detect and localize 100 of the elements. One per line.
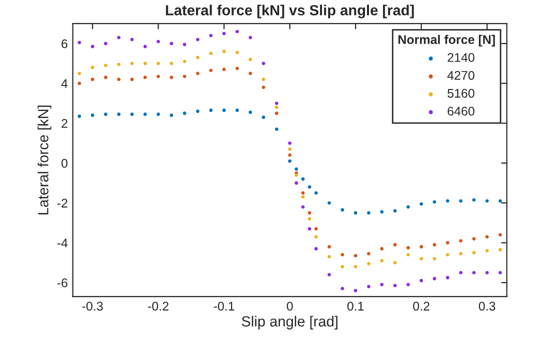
point [156,74,160,78]
point [485,270,489,274]
y-tick-label: 2 [62,119,68,128]
point [308,227,312,231]
point [209,108,213,112]
point [340,264,344,268]
point [354,254,358,258]
point [459,252,462,256]
point [459,199,462,203]
point [288,159,292,163]
point [393,209,397,213]
point [354,288,358,292]
point [274,102,278,105]
point [170,62,174,66]
x-tick-label: -0.2 [148,302,168,311]
point [446,241,450,244]
y-axis-title: Lateral force [kN] [38,106,52,214]
point [104,112,108,116]
legend-title: Normal force [N] [398,34,495,46]
point [143,76,147,80]
point [248,72,252,76]
x-tick-label: 0.1 [347,302,364,311]
x-tick-label: 0 [286,302,293,311]
point [90,78,94,82]
point [380,247,384,250]
point [432,200,436,204]
point [328,272,331,276]
point [222,68,226,72]
point [314,227,318,231]
point [393,243,397,246]
point [380,210,384,214]
x-axis-title: Slip angle [rad] [242,316,338,330]
point [485,199,489,203]
point [485,235,489,238]
point [472,198,476,202]
point [420,257,424,260]
y-tick-label: 0 [61,158,68,168]
point [432,276,436,280]
point [156,112,160,116]
point [485,249,489,252]
point [117,78,121,82]
y-tick-label: 4 [61,79,68,88]
point [182,112,186,115]
point [472,237,476,240]
point [104,76,108,80]
point [406,205,410,209]
point [498,199,502,203]
point [406,253,410,256]
point [420,202,424,206]
point [209,34,213,38]
point [170,114,174,117]
point [235,30,239,34]
x-tick-label: 0.2 [413,302,430,311]
legend-label: 5160 [448,88,474,98]
x-tick-label: -0.3 [82,302,103,311]
point [262,116,266,119]
point [472,270,476,274]
point [420,245,424,248]
point [367,252,370,256]
point [459,239,462,242]
point [301,191,305,195]
point [432,243,436,246]
point [248,58,252,62]
point [262,86,266,90]
point [288,141,292,145]
point [340,208,344,212]
point [117,36,121,40]
point [308,211,312,215]
legend-label: 4270 [447,70,474,80]
point [104,64,108,68]
point [498,270,502,274]
point [222,108,226,112]
point [130,112,134,116]
point [301,205,305,209]
point [446,276,450,280]
point [328,245,331,248]
point [380,258,384,262]
point [196,72,200,76]
point [288,153,292,157]
point [459,270,462,274]
y-tick-label: -4 [57,238,68,248]
point [117,112,121,116]
point [143,112,147,116]
point [156,62,160,66]
point [498,248,502,252]
point [406,282,410,286]
point [78,40,82,44]
point [143,62,147,66]
point [196,110,200,113]
legend-label: 6460 [448,106,474,116]
point [248,110,252,114]
point [314,247,318,250]
point [143,44,147,48]
point [235,66,239,70]
point [288,147,292,151]
point [294,167,298,171]
point [170,76,174,80]
point [274,112,278,115]
point [420,278,424,282]
point [354,264,358,268]
